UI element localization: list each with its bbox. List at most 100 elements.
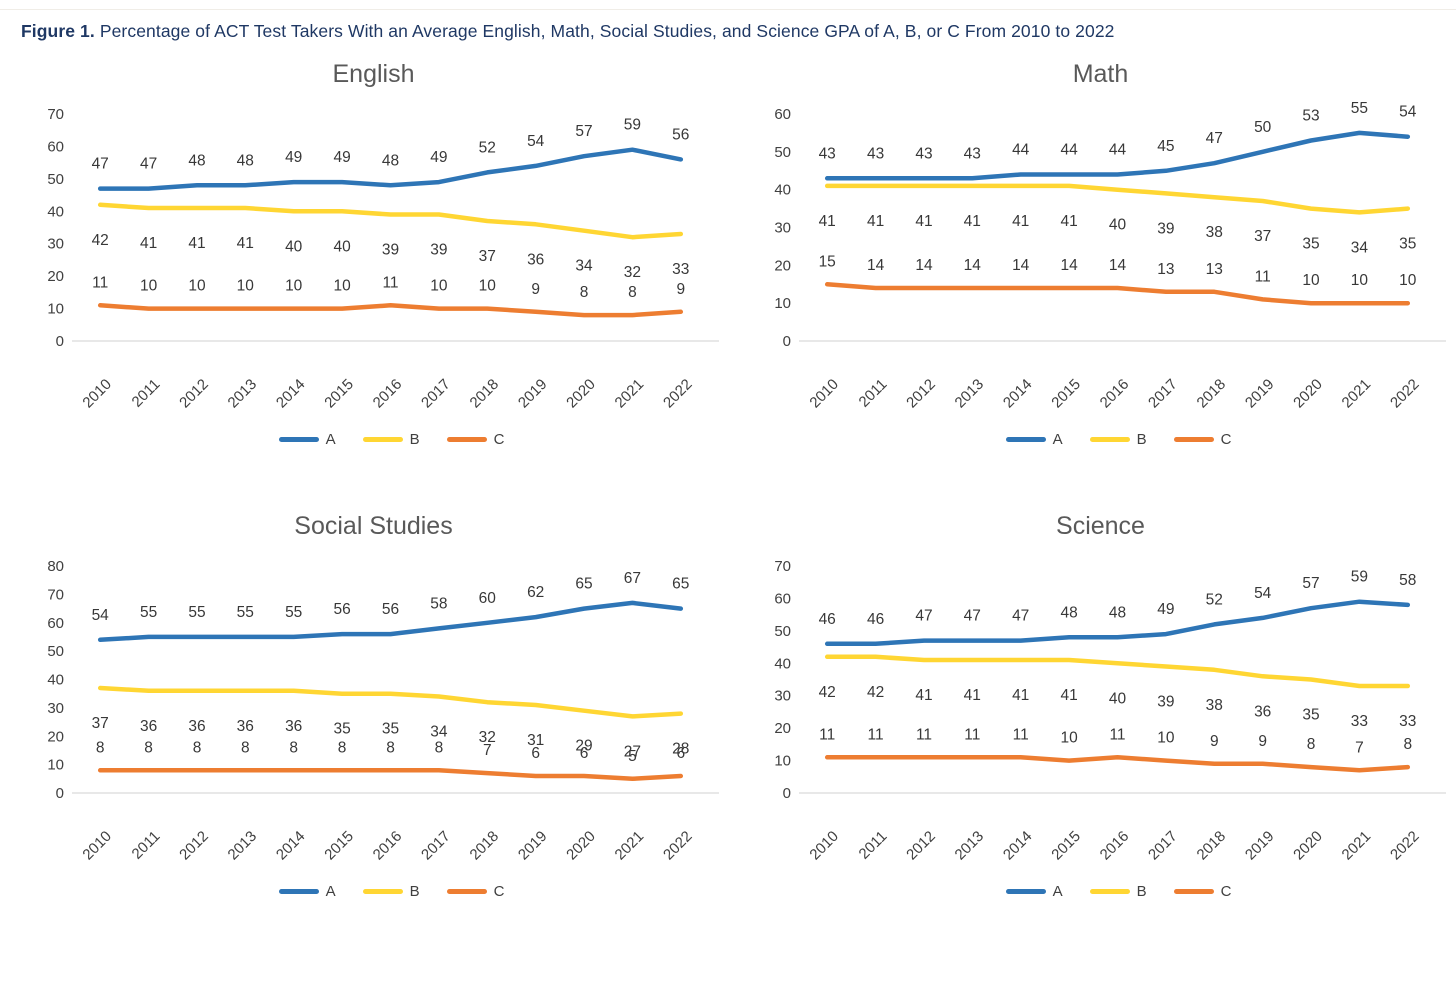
data-label-B: 41 [140, 235, 157, 252]
y-tick-label: 20 [774, 720, 791, 737]
data-label-B: 27 [624, 743, 641, 760]
data-label-B: 38 [1206, 224, 1223, 241]
data-label-A: 56 [382, 601, 399, 618]
y-tick-label: 40 [774, 182, 791, 199]
legend-item-B: B [362, 430, 420, 448]
y-tick-label: 30 [774, 220, 791, 237]
data-label-A: 47 [140, 156, 157, 173]
data-label-C: 14 [1109, 257, 1127, 274]
data-label-B: 35 [382, 721, 399, 738]
data-label-B: 39 [1157, 220, 1174, 237]
science-plot-area: 0 10 20 30 40 50 60 70 2010 2011 2012 2013 2014 2015 2… [774, 558, 1446, 864]
x-axis-label: 2011 [856, 828, 891, 863]
series-line-A [824, 599, 1411, 647]
series-line-B [824, 183, 1411, 215]
data-label-A: 44 [1012, 142, 1030, 159]
data-label-A: 54 [527, 133, 545, 150]
legend-item-B: B [1089, 431, 1147, 448]
data-label-C: 10 [1060, 730, 1078, 747]
x-axis-label: 2017 [418, 376, 454, 412]
data-label-A: 46 [867, 611, 884, 628]
data-label-A: 47 [964, 608, 981, 625]
top-divider [0, 9, 1456, 10]
data-label-B: 41 [964, 213, 981, 230]
series-line-C [824, 282, 1411, 306]
x-axis-label: 2020 [563, 828, 599, 864]
data-label-A: 49 [1157, 601, 1174, 618]
x-axis-label: 2016 [370, 828, 406, 864]
data-label-A: 46 [819, 611, 836, 628]
data-label-B: 42 [819, 684, 836, 701]
legend-swatch-icon [1173, 436, 1214, 442]
data-label-B: 34 [1351, 239, 1369, 256]
y-tick-label: 50 [47, 643, 64, 660]
data-label-A: 60 [479, 590, 497, 607]
legend-swatch-icon [1089, 888, 1130, 894]
legend-swatch-icon [446, 436, 487, 442]
series-line-A [97, 147, 684, 191]
data-label-A: 45 [1157, 138, 1174, 155]
data-label-B: 35 [1302, 707, 1319, 724]
data-label-B: 41 [915, 213, 932, 230]
data-label-C: 10 [333, 278, 351, 295]
data-label-B: 39 [430, 242, 447, 259]
data-label-B: 36 [1254, 703, 1271, 720]
data-label-C: 10 [1399, 272, 1417, 289]
data-label-B: 28 [672, 741, 689, 758]
legend-label: B [409, 430, 420, 448]
x-axis-label: 2021 [1339, 376, 1375, 412]
data-label-A: 54 [1254, 585, 1272, 602]
data-label-B: 41 [1012, 687, 1029, 704]
legend-item-A: A [278, 431, 336, 448]
data-label-A: 55 [285, 604, 302, 621]
data-label-A: 48 [188, 152, 205, 169]
legend-label: A [325, 882, 336, 900]
data-label-B: 33 [1399, 713, 1416, 730]
data-label-B: 39 [382, 242, 399, 259]
legend-label: B [409, 882, 420, 900]
data-label-A: 47 [915, 608, 932, 625]
data-label-B: 37 [92, 715, 109, 732]
data-label-A: 67 [624, 570, 641, 587]
y-tick-label: 0 [56, 785, 64, 802]
x-axis-label: 2015 [321, 828, 357, 864]
y-tick-label: 60 [774, 106, 791, 123]
x-axis-label: 2019 [515, 376, 551, 412]
data-label-C: 6 [531, 745, 540, 762]
data-label-A: 57 [1302, 575, 1319, 592]
x-axis-label: 2022 [660, 376, 696, 412]
x-axis-label: 2014 [1000, 828, 1036, 864]
x-axis-label: 2016 [1097, 376, 1133, 412]
data-label-C: 10 [1157, 730, 1175, 747]
legend-item-A: A [1005, 431, 1063, 448]
data-label-C: 8 [96, 739, 105, 756]
data-label-C: 10 [188, 278, 206, 295]
x-axis-label: 2013 [225, 376, 261, 412]
data-label-A: 47 [1012, 608, 1029, 625]
x-axis-label: 2021 [612, 828, 648, 864]
legend-swatch-icon [278, 436, 319, 442]
series-line-B [824, 654, 1411, 689]
data-label-C: 9 [531, 281, 540, 298]
y-tick-label: 0 [56, 333, 64, 350]
data-label-A: 49 [285, 149, 302, 166]
x-axis-label: 2011 [129, 828, 164, 863]
y-tick-label: 60 [774, 590, 791, 607]
x-axis-label: 2012 [903, 828, 939, 864]
data-label-B: 35 [1302, 236, 1319, 253]
data-label-A: 50 [1254, 119, 1272, 136]
data-label-C: 11 [1109, 726, 1125, 743]
y-tick-label: 10 [774, 753, 791, 770]
legend-item-C: C [446, 431, 504, 448]
x-axis-label: 2017 [1145, 376, 1181, 412]
x-axis-label: 2013 [952, 376, 988, 412]
data-label-B: 34 [575, 258, 593, 275]
y-tick-label: 80 [47, 558, 64, 575]
data-label-C: 8 [338, 739, 347, 756]
y-tick-label: 30 [774, 688, 791, 705]
chart-title-science: Science [1056, 512, 1145, 540]
y-tick-label: 20 [47, 728, 64, 745]
x-axis-label: 2014 [273, 828, 309, 864]
data-label-B: 42 [92, 232, 109, 249]
legend-item-A: A [278, 882, 336, 900]
